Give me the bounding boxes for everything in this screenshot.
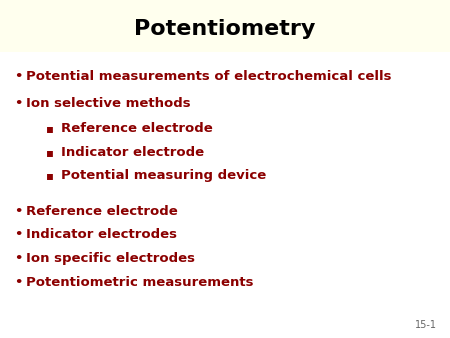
Text: •: • <box>14 97 22 110</box>
Text: Reference electrode: Reference electrode <box>61 122 212 135</box>
Text: •: • <box>14 70 22 82</box>
Text: ▪: ▪ <box>45 169 54 182</box>
Text: 15-1: 15-1 <box>414 319 436 330</box>
Text: Indicator electrodes: Indicator electrodes <box>26 228 177 241</box>
Text: •: • <box>14 276 22 289</box>
Text: Potentiometric measurements: Potentiometric measurements <box>26 276 254 289</box>
Text: ▪: ▪ <box>45 146 54 159</box>
Text: Potential measuring device: Potential measuring device <box>61 169 266 182</box>
FancyBboxPatch shape <box>0 0 450 52</box>
Text: Potentiometry: Potentiometry <box>134 19 316 39</box>
Text: •: • <box>14 228 22 241</box>
Text: Potential measurements of electrochemical cells: Potential measurements of electrochemica… <box>26 70 392 82</box>
Text: •: • <box>14 205 22 218</box>
Text: Reference electrode: Reference electrode <box>26 205 178 218</box>
Text: •: • <box>14 252 22 265</box>
Text: Ion specific electrodes: Ion specific electrodes <box>26 252 195 265</box>
Text: ▪: ▪ <box>45 122 54 135</box>
Text: Indicator electrode: Indicator electrode <box>61 146 204 159</box>
Text: Ion selective methods: Ion selective methods <box>26 97 191 110</box>
